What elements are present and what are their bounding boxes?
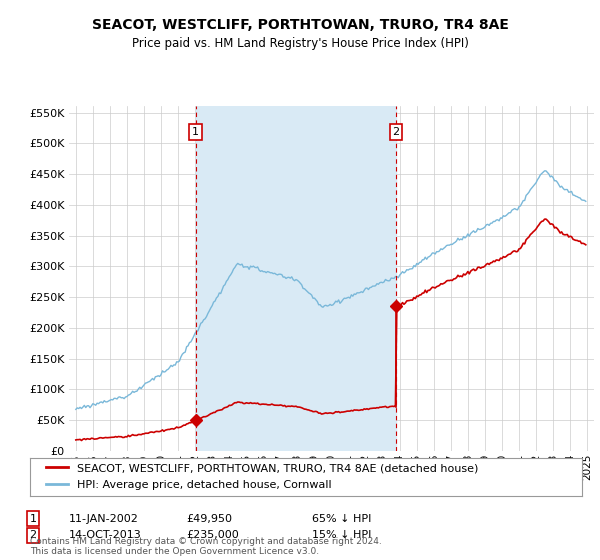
Text: 14-OCT-2013: 14-OCT-2013: [69, 530, 142, 540]
Text: £235,000: £235,000: [186, 530, 239, 540]
Text: 2: 2: [392, 127, 400, 137]
Text: Price paid vs. HM Land Registry's House Price Index (HPI): Price paid vs. HM Land Registry's House …: [131, 36, 469, 50]
Text: 15% ↓ HPI: 15% ↓ HPI: [312, 530, 371, 540]
Text: 11-JAN-2002: 11-JAN-2002: [69, 514, 139, 524]
Text: Contains HM Land Registry data © Crown copyright and database right 2024.
This d: Contains HM Land Registry data © Crown c…: [30, 536, 382, 556]
Text: SEACOT, WESTCLIFF, PORTHTOWAN, TRURO, TR4 8AE: SEACOT, WESTCLIFF, PORTHTOWAN, TRURO, TR…: [92, 18, 508, 32]
Text: 1: 1: [29, 514, 37, 524]
Text: £49,950: £49,950: [186, 514, 232, 524]
Text: 2: 2: [29, 530, 37, 540]
Legend: SEACOT, WESTCLIFF, PORTHTOWAN, TRURO, TR4 8AE (detached house), HPI: Average pri: SEACOT, WESTCLIFF, PORTHTOWAN, TRURO, TR…: [41, 459, 482, 494]
Bar: [196, 106, 396, 451]
Text: 1: 1: [192, 127, 199, 137]
Text: 65% ↓ HPI: 65% ↓ HPI: [312, 514, 371, 524]
